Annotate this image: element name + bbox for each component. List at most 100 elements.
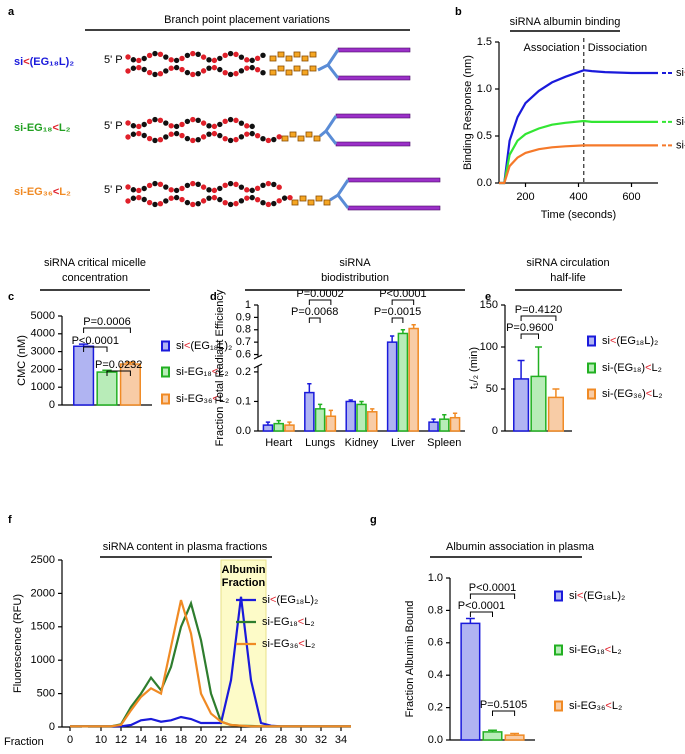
bar bbox=[96, 371, 118, 406]
y-tick-label: 0 bbox=[49, 399, 55, 411]
helix-bead bbox=[276, 198, 282, 204]
bar bbox=[547, 396, 564, 432]
helix-bead bbox=[249, 64, 255, 71]
helix-bead bbox=[190, 180, 196, 187]
linker-unit bbox=[323, 199, 331, 206]
helix-bead bbox=[271, 200, 277, 207]
x-tick-label: 400 bbox=[569, 191, 587, 203]
helix-bead bbox=[179, 132, 185, 139]
panel-letter: f bbox=[8, 514, 12, 526]
y-tick-label: 0.8 bbox=[236, 324, 251, 336]
helix-bead bbox=[163, 134, 169, 140]
helix-bead bbox=[233, 181, 239, 188]
helix-bead bbox=[179, 196, 185, 203]
y-tick-label: 0.8 bbox=[428, 604, 443, 616]
linker-unit bbox=[305, 131, 313, 138]
bar bbox=[366, 411, 378, 432]
error-bar bbox=[411, 324, 416, 329]
p-value: P=0.4120 bbox=[515, 304, 562, 316]
p-value: P<0.0001 bbox=[458, 600, 505, 612]
helix-bead bbox=[157, 201, 164, 207]
helix-bead bbox=[222, 52, 228, 59]
panel-letter: b bbox=[455, 6, 462, 18]
helix-bead bbox=[276, 184, 282, 190]
helix-bead bbox=[200, 54, 207, 60]
error-bar bbox=[552, 388, 560, 398]
helix-bead bbox=[233, 51, 239, 58]
x-axis-label: Time (seconds) bbox=[541, 209, 616, 221]
y-axis-label: Fraction Albumin Bound bbox=[404, 601, 416, 718]
bar bbox=[482, 731, 503, 741]
legend-label: si-EG₁₈<L₂ bbox=[569, 644, 622, 656]
y-tick-label: 2000 bbox=[31, 363, 55, 375]
helix-bead bbox=[227, 180, 234, 187]
significance-bracket bbox=[83, 346, 108, 352]
chart-title: Albumin association in plasma bbox=[446, 541, 595, 553]
helix-bead bbox=[163, 68, 169, 74]
bar bbox=[356, 403, 367, 432]
p-value: P<0.0001 bbox=[469, 582, 516, 594]
annotation: Dissociation bbox=[588, 42, 647, 54]
chart-title: biodistribution bbox=[321, 272, 389, 284]
legend-label: si-EG₁₈<L₂ bbox=[262, 616, 315, 628]
error-bar bbox=[359, 400, 364, 405]
bar bbox=[449, 416, 461, 432]
legend-swatch bbox=[587, 388, 596, 400]
helix-bead bbox=[260, 70, 266, 76]
y-tick-label: 0 bbox=[492, 425, 498, 437]
end-label: 5' P bbox=[104, 120, 123, 132]
significance-bracket bbox=[391, 317, 404, 323]
helix-bead bbox=[130, 131, 137, 137]
highlight-label: Fraction bbox=[222, 577, 266, 589]
error-bar bbox=[442, 414, 447, 420]
p-value: P<0.0001 bbox=[72, 335, 119, 347]
legend-swatch bbox=[554, 700, 563, 712]
bar bbox=[386, 341, 398, 432]
y-tick-label: 3000 bbox=[31, 346, 55, 358]
bar bbox=[397, 332, 409, 432]
linker-unit bbox=[297, 135, 305, 142]
helix-bead bbox=[222, 118, 228, 125]
helix-bead bbox=[168, 131, 174, 137]
linker-unit bbox=[277, 65, 285, 72]
helix-bead bbox=[195, 51, 201, 58]
error-bar bbox=[400, 329, 406, 334]
helix-bead bbox=[168, 57, 174, 63]
helix-bead bbox=[179, 185, 185, 192]
helix-bead bbox=[146, 118, 153, 125]
construct-name: si-EG₁₈<L₂ bbox=[14, 122, 71, 134]
legend-label: si-EG₃₆<L₂ bbox=[569, 700, 622, 712]
helix-bead bbox=[238, 184, 245, 190]
y-tick-label: 1500 bbox=[31, 621, 55, 633]
helix-bead bbox=[233, 200, 239, 207]
bar bbox=[408, 327, 419, 432]
lipid-tail bbox=[335, 141, 411, 147]
helix-bead bbox=[260, 52, 266, 58]
helix-bead bbox=[271, 181, 277, 188]
y-tick-label: 50 bbox=[486, 383, 498, 395]
y-axis-label: Fluorescence (RFU) bbox=[12, 594, 24, 693]
bar bbox=[73, 345, 95, 406]
helix-bead bbox=[190, 50, 196, 57]
legend-swatch bbox=[161, 393, 170, 405]
helix-bead bbox=[211, 64, 218, 71]
helix-bead bbox=[217, 196, 223, 203]
x-tick-label: 26 bbox=[255, 734, 267, 746]
helix-bead bbox=[173, 123, 180, 130]
helix-bead bbox=[125, 68, 131, 74]
construct-name: si<(EG₁₈L)₂ bbox=[14, 56, 74, 68]
significance-bracket bbox=[492, 710, 516, 716]
y-tick-label: 0.6 bbox=[236, 348, 251, 360]
helix-bead bbox=[265, 180, 272, 187]
helix-bead bbox=[195, 200, 201, 207]
y-tick-label: 1.0 bbox=[477, 83, 492, 95]
helix-bead bbox=[249, 123, 255, 130]
helix-bead bbox=[146, 182, 153, 189]
x-tick-label: 0 bbox=[67, 734, 73, 746]
significance-bracket bbox=[469, 611, 493, 617]
bar bbox=[273, 422, 284, 432]
legend-label: si<(EG₁₈L)₂ bbox=[602, 335, 658, 347]
chart-title: siRNA circulation bbox=[526, 257, 609, 269]
helix-bead bbox=[200, 120, 207, 126]
helix-bead bbox=[130, 65, 137, 71]
